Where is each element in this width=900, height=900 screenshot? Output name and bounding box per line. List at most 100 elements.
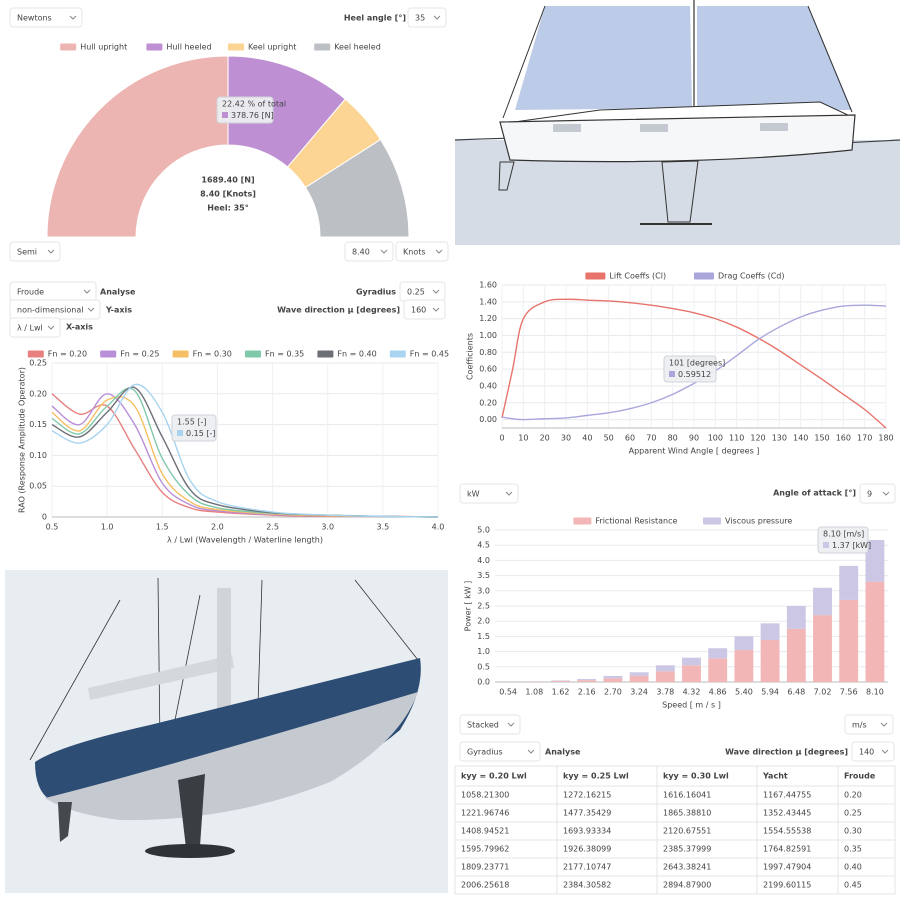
speed-dropdown[interactable] bbox=[344, 241, 394, 262]
dropdown-caret bbox=[47, 249, 55, 254]
y-tick-label: 0 bbox=[42, 513, 47, 522]
x-tick-label: 110 bbox=[729, 434, 744, 443]
legend-swatch bbox=[694, 272, 714, 280]
bar-segment bbox=[682, 665, 701, 682]
power-unit-dropdown[interactable] bbox=[459, 483, 519, 504]
x-tick-label: 30 bbox=[561, 434, 571, 443]
power-unit-dropdown-value: kW bbox=[467, 490, 480, 499]
table-cell: 1595.79962 bbox=[461, 845, 509, 854]
style-dropdown[interactable] bbox=[9, 241, 61, 262]
tooltip-swatch bbox=[669, 371, 675, 377]
table-cell: 1477.35429 bbox=[563, 809, 611, 818]
y-tick-label: 1.0 bbox=[477, 647, 490, 656]
angle-dropdown[interactable] bbox=[859, 483, 896, 504]
bar-segment bbox=[813, 587, 832, 616]
table-wave-label: Wave direction μ [degrees] bbox=[725, 748, 848, 757]
x-tick-label: 0.5 bbox=[46, 523, 59, 532]
table-cell: 0.45 bbox=[844, 881, 862, 890]
angle-label: Angle of attack [°] bbox=[773, 489, 856, 498]
y-tick-label: 0.00 bbox=[479, 415, 497, 424]
series-line bbox=[501, 298, 887, 429]
tooltip-value: 0.15 [-] bbox=[186, 429, 215, 438]
wave-dropdown[interactable] bbox=[403, 299, 446, 320]
dropdown-caret bbox=[882, 491, 890, 496]
y-tick-label: 0.0 bbox=[477, 678, 490, 687]
table-wave-dropdown-value: 140 bbox=[859, 748, 874, 757]
speed-dropdown-value: 8.40 bbox=[352, 248, 370, 257]
bar-segment bbox=[839, 565, 859, 600]
wave-label: Wave direction μ [degrees] bbox=[277, 306, 400, 315]
tooltip-swatch bbox=[823, 542, 829, 548]
y-tick-label: 0.25 bbox=[29, 359, 47, 368]
table-cell: 1221.96746 bbox=[461, 809, 509, 818]
y-tick-label: 1.5 bbox=[477, 632, 490, 641]
x-tick-label: 2.5 bbox=[266, 523, 279, 532]
table-wave-dropdown[interactable] bbox=[851, 741, 895, 762]
style-dropdown-value: Semi bbox=[17, 248, 37, 257]
bar-segment bbox=[786, 628, 806, 682]
y-tick-label: 1.60 bbox=[479, 281, 497, 290]
x-tick-label: 160 bbox=[836, 434, 851, 443]
unit-dropdown-value: Newtons bbox=[17, 14, 52, 23]
y-tick-label: 1.00 bbox=[479, 331, 497, 340]
bar-segment bbox=[551, 680, 570, 682]
y-tick-label: 0.80 bbox=[479, 348, 497, 357]
legend-label: Drag Coeffs (Cd) bbox=[718, 272, 785, 281]
dropdown-caret bbox=[881, 749, 889, 754]
table-header-cell: kyy = 0.25 Lwl bbox=[563, 772, 629, 781]
table-variable-dropdown[interactable] bbox=[459, 741, 541, 762]
table-cell: 2384.30582 bbox=[563, 881, 611, 890]
table-analyse-label: Analyse bbox=[545, 748, 581, 757]
bar-segment bbox=[655, 665, 675, 672]
power-speed-unit-dropdown[interactable] bbox=[844, 714, 894, 735]
legend-swatch bbox=[27, 350, 44, 358]
y-tick-label: 0.20 bbox=[29, 389, 47, 398]
x-tick-label: 5.40 bbox=[735, 688, 753, 697]
x-tick-label: 4.32 bbox=[683, 688, 701, 697]
tooltip-value: 378.76 [N] bbox=[231, 111, 274, 120]
x-tick-label: 20 bbox=[540, 434, 550, 443]
x-tick-label: 1.5 bbox=[156, 523, 169, 532]
speed-unit-dropdown[interactable] bbox=[395, 241, 449, 262]
pie-slice bbox=[46, 55, 229, 238]
power-speed-unit-dropdown-value: m/s bbox=[852, 721, 867, 730]
table-cell: 1272.16215 bbox=[563, 791, 611, 800]
table-cell: 1058.21300 bbox=[461, 791, 509, 800]
x-mode-dropdown[interactable] bbox=[9, 317, 61, 338]
x-tick-label: 5.94 bbox=[761, 688, 779, 697]
heel-dropdown-value: 35 bbox=[415, 14, 425, 23]
tooltip-box bbox=[663, 355, 717, 383]
y-tick-label: 0.60 bbox=[479, 365, 497, 374]
center-label: Heel: 35° bbox=[207, 204, 248, 213]
bar-segment bbox=[760, 623, 780, 641]
y-tick-label: 0.20 bbox=[479, 398, 497, 407]
y-axis-control-label: Y-axis bbox=[105, 306, 132, 315]
mode-dropdown-value: Stacked bbox=[467, 721, 499, 730]
x-tick-label: 1.08 bbox=[525, 688, 543, 697]
legend-swatch bbox=[228, 43, 244, 51]
series-line bbox=[51, 383, 439, 518]
y-axis-title: Power [ kW ] bbox=[464, 581, 473, 632]
dropdown-caret bbox=[47, 325, 55, 330]
table-cell: 0.25 bbox=[844, 809, 862, 818]
y-mode-dropdown-value: non-dimensional bbox=[17, 306, 84, 315]
series-line bbox=[51, 396, 439, 518]
table-cell: 2385.37999 bbox=[663, 845, 711, 854]
y-axis-title: RAO (Response Amplitude Operator) bbox=[18, 367, 27, 513]
x-tick-label: 150 bbox=[814, 434, 829, 443]
tooltip-box bbox=[817, 526, 869, 554]
legend-label: Hull upright bbox=[80, 43, 127, 52]
mode-dropdown[interactable] bbox=[459, 714, 521, 735]
x-axis-title: λ / Lwl (Wavelength / Waterline length) bbox=[167, 536, 323, 545]
heel-dropdown[interactable] bbox=[407, 7, 447, 28]
x-tick-label: 7.02 bbox=[814, 688, 832, 697]
bar-segment bbox=[577, 680, 597, 682]
tooltip-swatch bbox=[222, 112, 228, 118]
table-header-cell: Froude bbox=[844, 772, 876, 781]
x-tick-label: 3.24 bbox=[630, 688, 648, 697]
heel-label: Heel angle [°] bbox=[344, 14, 406, 23]
tooltip-title: 1.55 [-] bbox=[177, 418, 206, 427]
table-cell: 0.35 bbox=[844, 845, 862, 854]
unit-dropdown[interactable] bbox=[9, 7, 83, 28]
